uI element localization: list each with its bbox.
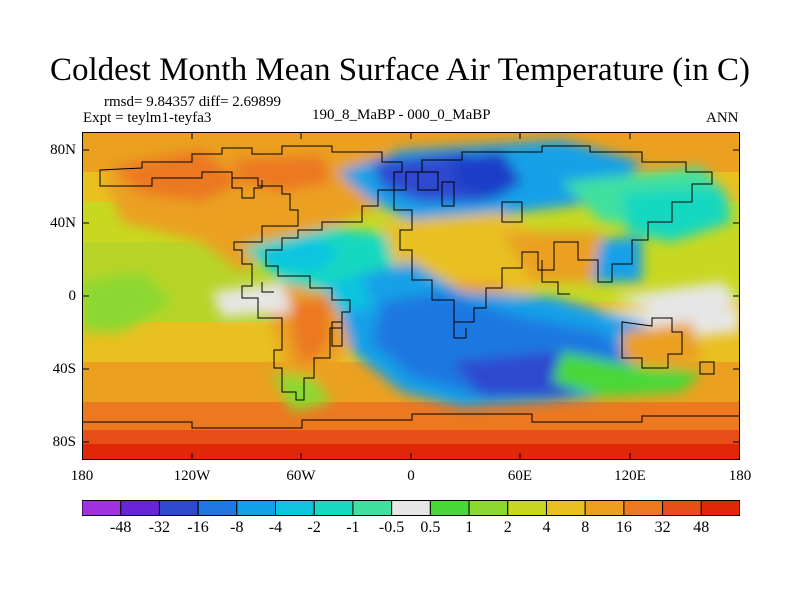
colorbar-swatch [197,500,238,516]
colorbar-swatch [236,500,277,516]
colorbar-swatch [352,500,393,516]
lon-label: 180 [70,468,94,484]
lat-label: 80S [52,434,76,450]
colorbar-swatch [158,500,199,516]
colorbar-swatch [120,500,160,516]
lon-label: 180 [728,468,752,484]
colorbar-swatch [468,500,509,516]
colorbar [82,500,740,516]
colorbar-label: -48 [110,519,132,536]
coastline [82,145,740,429]
temperature-map [82,132,740,460]
lat-label: 0 [68,288,77,304]
lon-label: 120E [614,468,646,484]
map-title: Coldest Month Mean Surface Air Temperatu… [50,52,750,88]
map-ticks [82,132,740,460]
colorbar-swatch [429,500,470,516]
colorbar-swatch [507,500,547,516]
lat-label: 40N [50,215,76,231]
lon-label: 120W [173,468,211,484]
colorbar-swatch [275,500,315,516]
colorbar-swatch [623,500,664,516]
colorbar-swatch [313,500,354,516]
temperature-field [82,132,740,460]
lon-label: 60W [286,468,316,484]
colorbar-label: 1 [465,519,474,536]
colorbar-swatch [584,500,625,516]
colorbar-label: 32 [654,519,671,536]
colorbar-label: -16 [187,519,209,536]
experiment-label: Expt = teylm1-teyfa3 [83,110,212,126]
colorbar-swatch [82,500,122,516]
lat-label: 80N [50,142,76,158]
colorbar-swatch [662,500,702,516]
colorbar-swatch [391,500,431,516]
colorbar-label: -1 [346,519,360,536]
colorbar-label: -4 [268,519,283,536]
stats-text: rmsd= 9.84357 diff= 2.69899 [104,94,282,110]
colorbar-label: 2 [503,519,512,536]
lat-label: 40S [52,361,76,377]
colorbar-label: 48 [693,519,710,536]
colorbar-label: -8 [230,519,244,536]
colorbar-label: 8 [581,519,590,536]
colorbar-label: 16 [615,519,632,536]
colorbar-label: 4 [542,519,551,536]
colorbar-swatch [700,500,740,516]
colorbar-swatch [545,500,586,516]
season-label: ANN [706,110,739,126]
lon-label: 0 [407,468,415,484]
colorbar-label: -2 [307,519,321,536]
colorbar-label: 0.5 [420,519,441,536]
period-label: 190_8_MaBP - 000_0_MaBP [312,107,491,123]
colorbar-label: -32 [148,519,171,536]
lon-label: 60E [507,468,533,484]
colorbar-label: -0.5 [378,519,405,536]
